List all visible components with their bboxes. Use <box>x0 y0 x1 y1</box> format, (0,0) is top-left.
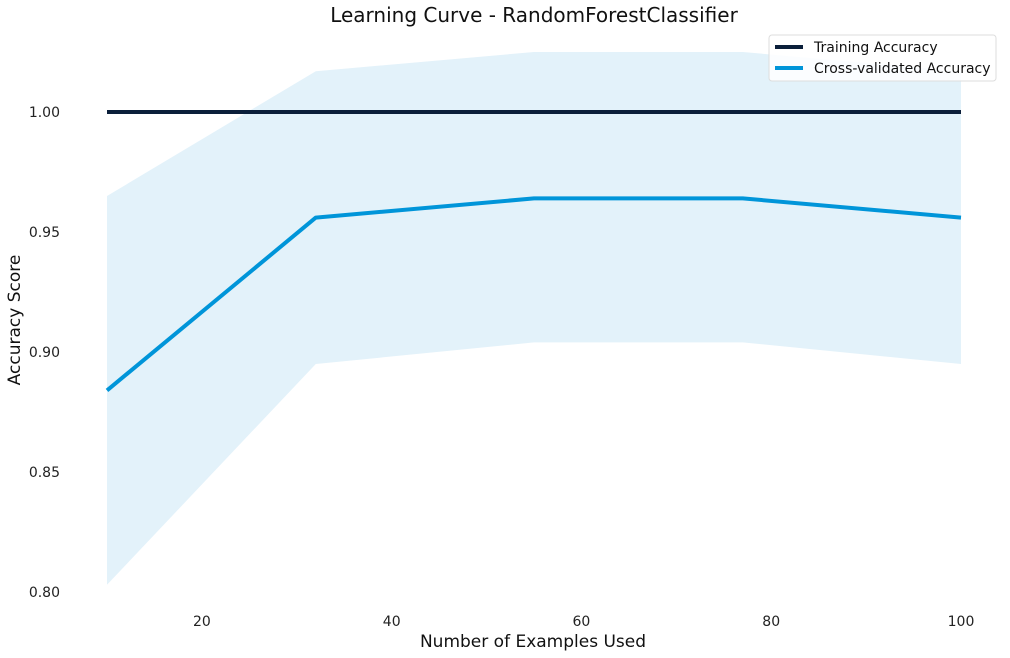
y-axis-label: Accuracy Score <box>5 255 25 386</box>
legend: Training Accuracy Cross-validated Accurac… <box>768 34 997 82</box>
y-tick-label: 0.85 <box>29 465 60 481</box>
legend-label-1: Cross-validated Accuracy <box>814 61 991 77</box>
series-1-band <box>107 52 961 585</box>
x-axis-ticks: 20 40 60 80 100 <box>193 614 974 630</box>
y-axis-ticks: 0.80 0.85 0.90 0.95 1.00 <box>29 105 60 601</box>
x-tick-label: 20 <box>193 614 211 630</box>
series-lines <box>105 110 962 392</box>
x-axis-label: Number of Examples Used <box>420 632 646 652</box>
y-tick-label: 0.90 <box>29 345 60 361</box>
x-tick-label: 80 <box>762 614 780 630</box>
legend-label-0: Training Accuracy <box>813 40 938 56</box>
legend-box <box>768 34 997 82</box>
y-tick-label: 1.00 <box>29 105 60 121</box>
chart-title: Learning Curve - RandomForestClassifier <box>330 3 738 27</box>
y-tick-label: 0.80 <box>29 585 60 601</box>
x-tick-label: 60 <box>572 614 590 630</box>
x-tick-label: 100 <box>948 614 975 630</box>
confidence-bands <box>107 52 961 585</box>
y-tick-label: 0.95 <box>29 225 60 241</box>
x-tick-label: 40 <box>383 614 401 630</box>
